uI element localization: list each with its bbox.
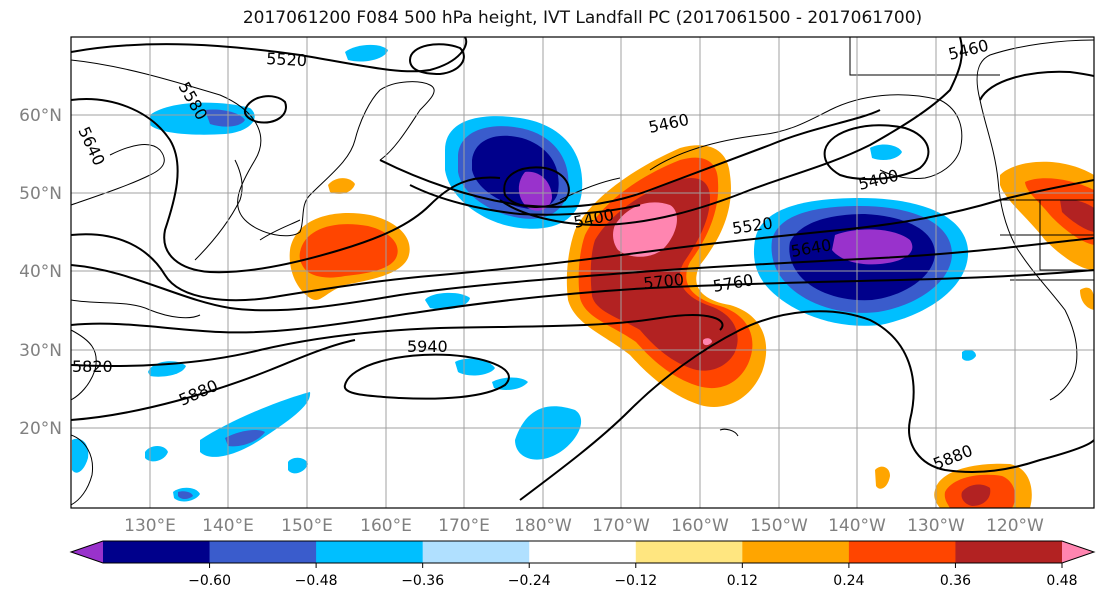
lon-label: 160°E [360, 516, 412, 536]
lon-label: 150°E [281, 516, 333, 536]
colorbar-tick-label: −0.60 [188, 573, 231, 589]
lon-label: 160°W [671, 516, 729, 536]
contour-label: 5520 [266, 49, 308, 70]
lon-label: 170°W [592, 516, 650, 536]
colorbar-swatch [955, 541, 1063, 563]
colorbar-swatch [209, 541, 317, 563]
lat-label: 20°N [19, 419, 62, 439]
lat-label: 40°N [19, 262, 62, 282]
map-frame [70, 36, 1095, 509]
colorbar-tick-label: 0.12 [727, 573, 758, 589]
lat-label: 50°N [19, 184, 62, 204]
colorbar-tick-label: −0.48 [295, 573, 338, 589]
lon-label: 170°E [438, 516, 490, 536]
colorbar-extend-min [71, 541, 103, 563]
colorbar-swatch [529, 541, 637, 563]
colorbar-tick-label: 0.36 [940, 573, 971, 589]
lon-label: 150°W [750, 516, 808, 536]
colorbar-swatch [316, 541, 424, 563]
contour-label: 5700 [642, 270, 684, 293]
colorbar-extend-max [1062, 541, 1094, 563]
colorbar-tick-label: −0.12 [614, 573, 657, 589]
lon-label: 120°W [986, 516, 1044, 536]
map-title: 2017061200 F084 500 hPa height, IVT Land… [242, 8, 923, 28]
colorbar-tick-label: −0.36 [401, 573, 444, 589]
lon-label: 140°E [202, 516, 254, 536]
contour-label: 5940 [407, 337, 448, 356]
colorbar-tick-label: 0.48 [1046, 573, 1077, 589]
colorbar-tick-label: 0.24 [833, 573, 864, 589]
contour-label: 5820 [72, 357, 113, 376]
colorbar-tick-label: −0.24 [508, 573, 551, 589]
colorbar-swatch [103, 541, 211, 563]
lon-label: 130°E [124, 516, 176, 536]
lon-label: 140°W [828, 516, 886, 536]
lat-label: 60°N [19, 106, 62, 126]
gridlines [71, 37, 1094, 508]
lon-label: 130°W [907, 516, 965, 536]
colorbar-swatch [742, 541, 850, 563]
lon-label: 180°W [514, 516, 572, 536]
colorbar-swatch [848, 541, 956, 563]
colorbar-outline [69, 540, 1096, 564]
colorbar-ticks: −0.60 −0.48 −0.36 −0.24 −0.12 0.12 0.24 0.36 0.4… [188, 563, 1078, 589]
ivt-positive-shading [289, 145, 1094, 508]
height-contours [71, 37, 1094, 501]
lat-label: 30°N [19, 341, 62, 361]
colorbar-swatch [635, 541, 743, 563]
colorbar-swatch [422, 541, 530, 563]
coastlines [71, 37, 1094, 506]
colorbar [69, 540, 1096, 564]
